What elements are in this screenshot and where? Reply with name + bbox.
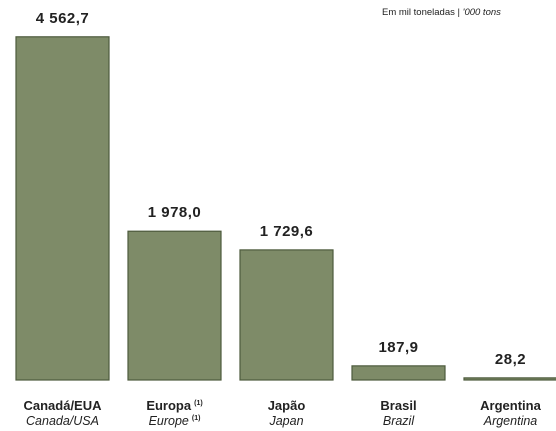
category-label: Japão xyxy=(268,398,306,413)
value-label: 4 562,7 xyxy=(36,10,90,27)
bar xyxy=(15,36,110,381)
unit-pt: Em mil toneladas | xyxy=(382,7,460,18)
bar xyxy=(127,230,222,381)
value-label: 1 729,6 xyxy=(260,223,314,240)
category-label: Argentina xyxy=(480,398,541,413)
category-en: Argentina xyxy=(483,414,538,428)
value-label: 1 978,0 xyxy=(148,204,202,221)
category-pt: Brasil xyxy=(380,398,416,413)
category-en: Japan xyxy=(268,414,303,428)
footnote-mark: (1) xyxy=(194,400,203,407)
bar xyxy=(463,377,556,381)
category-label-en: Canada/USA xyxy=(26,414,99,428)
category-label: Europa (1) xyxy=(146,398,202,413)
category-label: Brasil xyxy=(380,398,416,413)
category-pt: Argentina xyxy=(480,398,541,413)
category-label-en: Europe (1) xyxy=(149,414,201,428)
bar xyxy=(351,365,446,381)
category-pt: Japão xyxy=(268,398,306,413)
category-label-en: Brazil xyxy=(383,414,415,428)
category-en: Europe xyxy=(149,414,189,428)
value-label: 187,9 xyxy=(378,339,418,356)
bar xyxy=(239,249,334,381)
category-label-en: Argentina xyxy=(483,414,538,428)
category-en: Brazil xyxy=(383,414,415,428)
footnote-mark: (1) xyxy=(192,415,201,422)
category-label: Canadá/EUA xyxy=(23,398,102,413)
unit-en: '000 tons xyxy=(463,7,502,18)
category-pt: Europa xyxy=(146,398,192,413)
unit: Em mil toneladas | '000 tons xyxy=(382,7,501,18)
category-en: Canada/USA xyxy=(26,414,99,428)
category-pt: Canadá/EUA xyxy=(23,398,102,413)
value-label: 28,2 xyxy=(495,351,526,368)
category-label-en: Japan xyxy=(268,414,303,428)
